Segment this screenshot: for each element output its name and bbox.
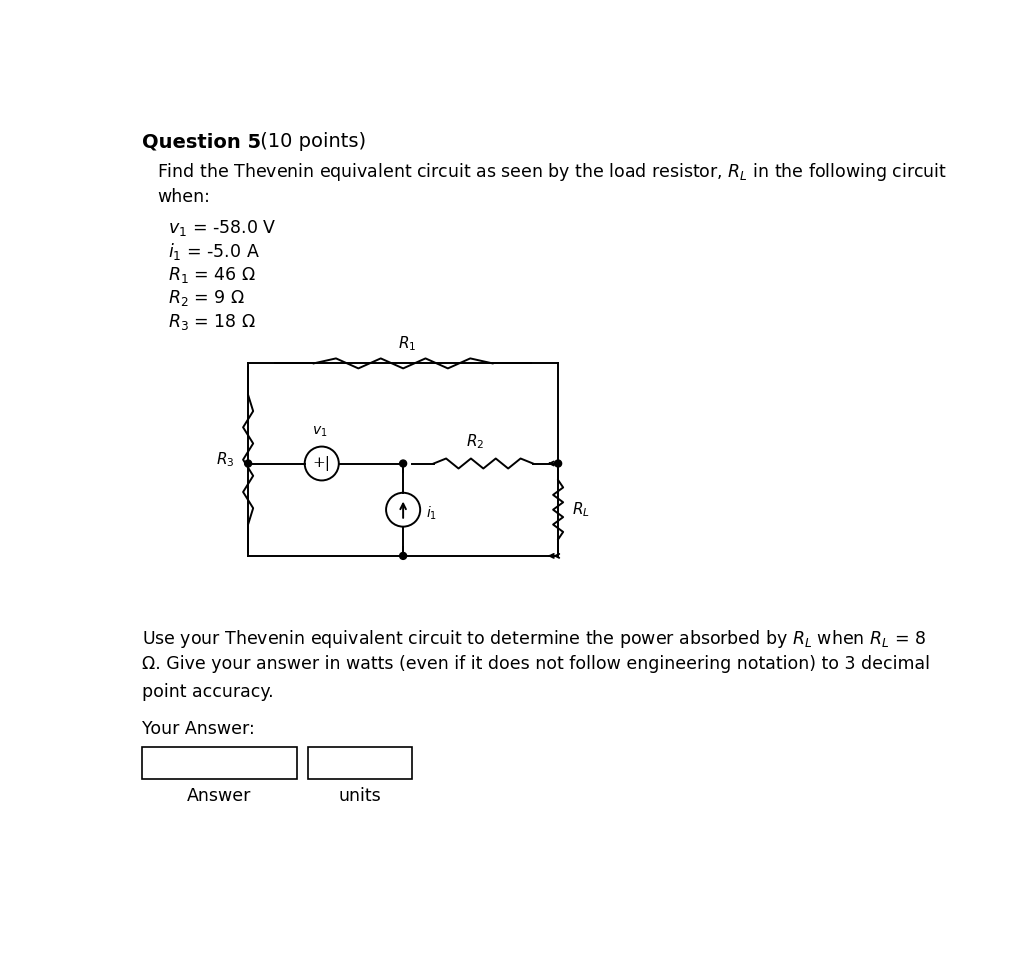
Text: $v_1$ = -58.0 V: $v_1$ = -58.0 V <box>168 217 276 238</box>
Circle shape <box>399 553 407 560</box>
Text: Answer: Answer <box>187 787 252 805</box>
Text: $R_2$: $R_2$ <box>467 433 484 451</box>
Text: Question 5: Question 5 <box>142 133 261 151</box>
Text: Use your Thevenin equivalent circuit to determine the power absorbed by $R_L$ wh: Use your Thevenin equivalent circuit to … <box>142 628 926 649</box>
Text: $v_1$: $v_1$ <box>312 424 328 439</box>
Text: $R_3$ = 18 Ω: $R_3$ = 18 Ω <box>168 312 256 332</box>
Text: +|: +| <box>312 456 331 471</box>
Text: Find the Thevenin equivalent circuit as seen by the load resistor, $R_L$ in the : Find the Thevenin equivalent circuit as … <box>158 161 947 183</box>
Text: $i_1$ = -5.0 A: $i_1$ = -5.0 A <box>168 242 260 262</box>
Text: $i_1$: $i_1$ <box>426 505 437 523</box>
FancyBboxPatch shape <box>142 747 297 779</box>
Text: (10 points): (10 points) <box>254 133 366 151</box>
Text: point accuracy.: point accuracy. <box>142 682 273 701</box>
Text: units: units <box>339 787 382 805</box>
Text: $R_1$: $R_1$ <box>398 333 416 353</box>
Text: $R_2$ = 9 Ω: $R_2$ = 9 Ω <box>168 289 246 308</box>
Text: Ω. Give your answer in watts (even if it does not follow engineering notation) t: Ω. Give your answer in watts (even if it… <box>142 655 930 673</box>
Circle shape <box>555 460 561 467</box>
Circle shape <box>245 460 252 467</box>
Text: $R_L$: $R_L$ <box>572 500 590 519</box>
Text: $R_1$ = 46 Ω: $R_1$ = 46 Ω <box>168 265 256 285</box>
FancyBboxPatch shape <box>308 747 413 779</box>
Text: $R_3$: $R_3$ <box>216 450 234 469</box>
Circle shape <box>399 460 407 467</box>
Text: when:: when: <box>158 188 210 206</box>
Text: Your Answer:: Your Answer: <box>142 720 255 738</box>
